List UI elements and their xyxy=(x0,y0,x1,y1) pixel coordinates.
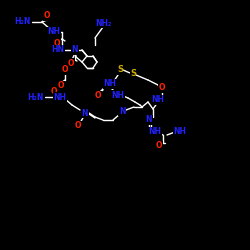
Text: O: O xyxy=(75,122,81,130)
Text: S: S xyxy=(130,70,136,78)
Text: NH: NH xyxy=(112,90,124,100)
Text: NH: NH xyxy=(148,128,162,136)
Text: O: O xyxy=(156,142,162,150)
Text: NH: NH xyxy=(174,128,186,136)
Text: N: N xyxy=(119,106,125,116)
Text: O: O xyxy=(68,58,74,68)
Text: NH₂: NH₂ xyxy=(95,18,111,28)
Text: O: O xyxy=(159,84,165,92)
Text: S: S xyxy=(117,66,123,74)
Text: O: O xyxy=(51,86,57,96)
Text: N: N xyxy=(82,108,88,118)
Text: O: O xyxy=(95,92,101,100)
Text: O: O xyxy=(54,38,60,48)
Text: NH: NH xyxy=(54,92,66,102)
Text: O: O xyxy=(58,82,64,90)
Text: H₂N: H₂N xyxy=(14,18,30,26)
Text: N: N xyxy=(72,46,78,54)
Text: NH: NH xyxy=(104,80,117,88)
Text: NH: NH xyxy=(48,28,60,36)
Text: HN: HN xyxy=(52,46,64,54)
Text: O: O xyxy=(62,66,68,74)
Text: NH: NH xyxy=(152,96,164,104)
Text: N: N xyxy=(146,116,152,124)
Text: H₂N: H₂N xyxy=(27,92,43,102)
Text: O: O xyxy=(44,12,50,20)
